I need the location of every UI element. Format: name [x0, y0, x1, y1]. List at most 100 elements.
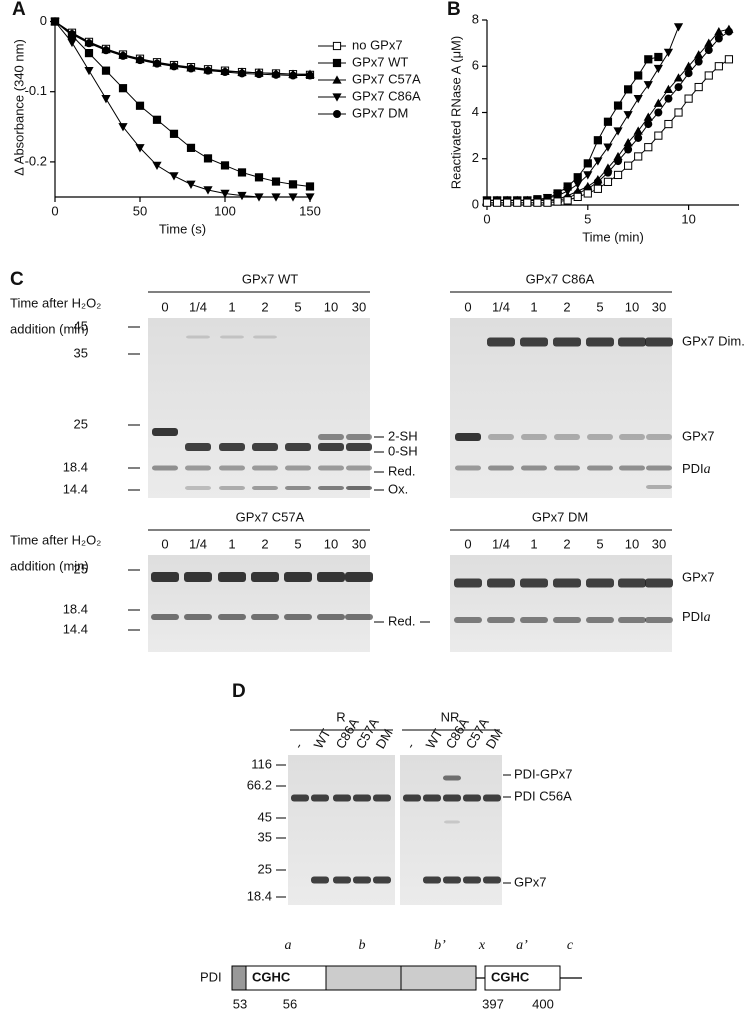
band [488, 465, 514, 471]
band [373, 876, 391, 884]
band [553, 337, 581, 347]
band [423, 876, 441, 884]
band [587, 434, 613, 440]
marker [119, 51, 127, 60]
band-label: PDI-GPx7 [514, 766, 573, 781]
marker [633, 126, 643, 135]
marker [573, 180, 583, 189]
domain-name: a [285, 938, 292, 953]
lane-label: 0 [464, 536, 471, 551]
mw-marker: 18.4 [63, 459, 88, 474]
marker [186, 143, 196, 152]
marker [573, 173, 582, 182]
marker [613, 170, 623, 180]
marker [694, 50, 704, 59]
lane-label: 5 [294, 299, 301, 314]
marker [613, 101, 623, 110]
marker [644, 55, 653, 64]
band [318, 434, 344, 440]
marker [704, 46, 713, 55]
band [333, 876, 351, 884]
band-label: GPx7 Dim. [682, 333, 745, 348]
mw-marker: 35 [74, 345, 88, 360]
band [317, 572, 345, 582]
band [284, 572, 312, 582]
band [455, 433, 481, 441]
band-label: 2-SH [388, 428, 418, 443]
marker [654, 131, 663, 140]
band [483, 876, 501, 884]
band [554, 434, 580, 440]
band [553, 578, 581, 588]
marker [254, 173, 264, 182]
band [184, 572, 212, 582]
marker [237, 168, 247, 177]
legend-label: no GPx7 [352, 37, 403, 52]
b-box [325, 965, 402, 991]
marker [332, 75, 342, 84]
series-line [487, 56, 659, 201]
gel-title: GPx7 DM [532, 509, 588, 524]
lane-label: 0 [464, 299, 471, 314]
marker [68, 30, 76, 39]
band [186, 335, 210, 339]
band [219, 486, 245, 490]
marker [673, 73, 684, 82]
domain-name: c [567, 938, 574, 953]
lane-label: 30 [652, 299, 666, 314]
marker [603, 177, 613, 186]
marker [543, 198, 552, 207]
residue: 400 [532, 996, 554, 1011]
band [587, 465, 613, 471]
band [423, 794, 441, 802]
marker [513, 198, 522, 207]
b2-box [400, 965, 477, 991]
marker [102, 46, 110, 55]
series-line [54, 21, 310, 75]
pdi-domain: a [704, 462, 711, 477]
band [285, 486, 311, 490]
series-line [54, 21, 310, 77]
marker [153, 59, 161, 68]
panel-label: A [12, 0, 26, 20]
band [586, 617, 614, 623]
a-box [245, 965, 327, 991]
lane-label: - [403, 740, 418, 751]
time-unit: addition (min) [10, 558, 89, 573]
marker [492, 198, 502, 207]
band [152, 428, 178, 436]
marker [553, 197, 562, 206]
band [345, 614, 373, 620]
marker [624, 85, 633, 94]
signal-box [231, 965, 247, 991]
marker [593, 136, 602, 145]
mw-marker: 25 [258, 861, 272, 876]
lane-label: - [291, 740, 306, 751]
marker [624, 145, 633, 154]
band [152, 465, 178, 471]
band [252, 443, 278, 451]
marker [238, 69, 246, 78]
band [646, 465, 672, 471]
band [487, 337, 515, 347]
marker [288, 193, 298, 202]
band-label: PDIa [682, 609, 711, 625]
marker [634, 152, 643, 161]
band [184, 614, 212, 620]
marker [704, 38, 714, 47]
time-label: Time after H₂O₂ [10, 295, 101, 310]
x-tick-label: 100 [214, 203, 236, 218]
marker [288, 180, 298, 189]
marker [204, 66, 212, 75]
band [521, 434, 547, 440]
band [346, 434, 372, 440]
x-axis-label: Time (s) [159, 221, 206, 236]
domain-diagram [231, 965, 582, 991]
lane-label: 1/4 [189, 536, 207, 551]
band [346, 486, 372, 490]
lane-label: 5 [596, 299, 603, 314]
marker [84, 48, 94, 58]
lane-label: 2 [563, 536, 570, 551]
x-tick-label: 150 [299, 203, 321, 218]
band [185, 486, 211, 490]
